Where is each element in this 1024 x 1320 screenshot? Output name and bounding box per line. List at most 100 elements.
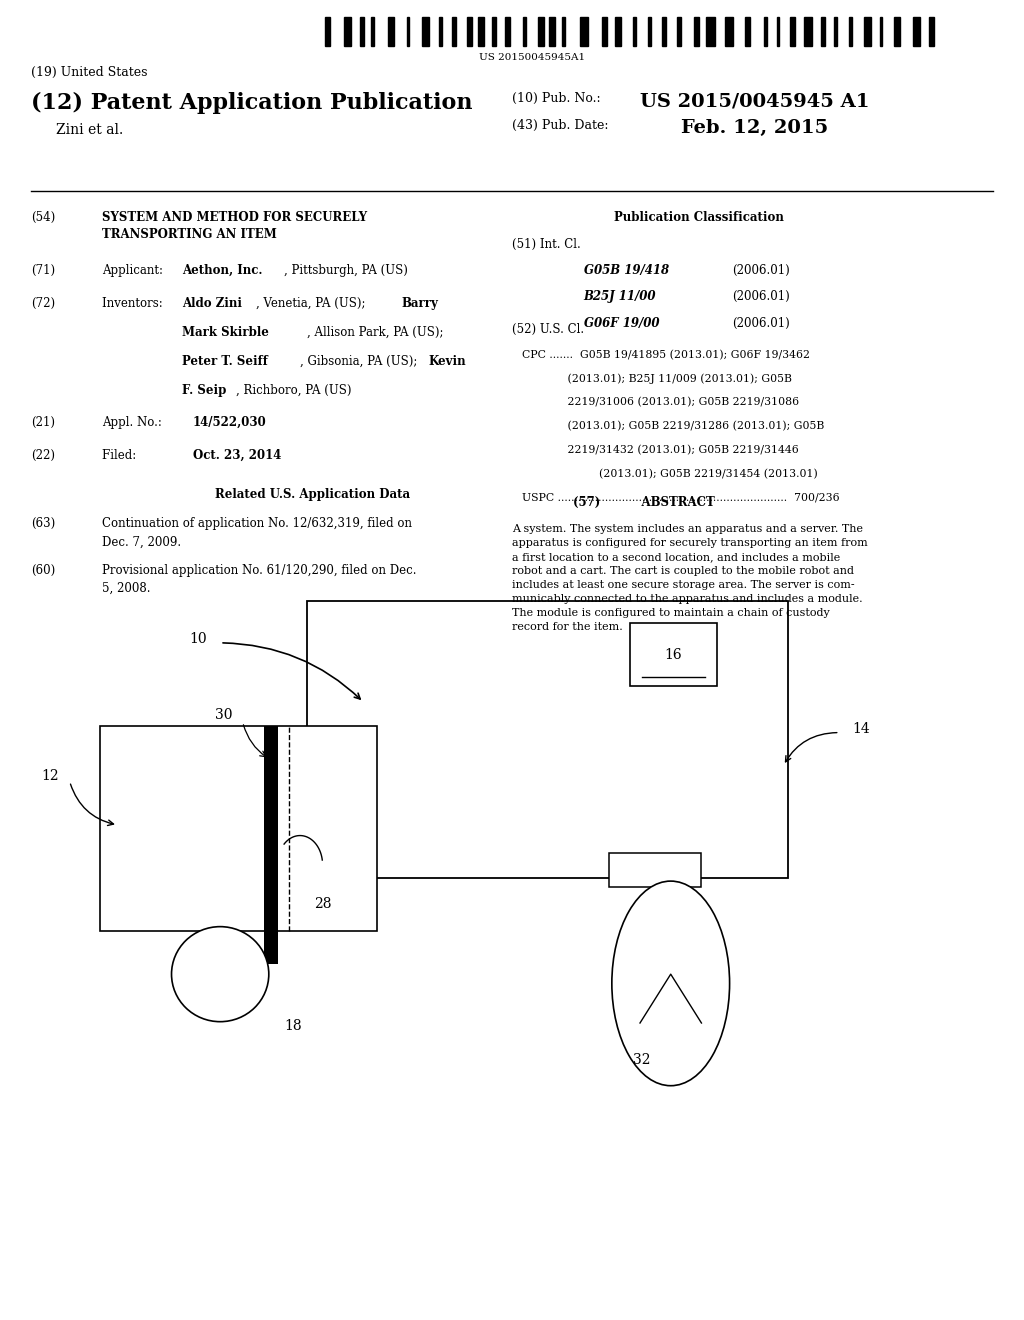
Bar <box>602 17 606 46</box>
Bar <box>912 17 920 46</box>
Text: Filed:: Filed: <box>102 449 167 462</box>
Text: CPC .......  G05B 19/41895 (2013.01); G06F 19/3462: CPC ....... G05B 19/41895 (2013.01); G06… <box>522 350 810 360</box>
Bar <box>630 623 717 686</box>
Bar <box>538 17 544 46</box>
Text: (22): (22) <box>31 449 54 462</box>
Text: F. Seip: F. Seip <box>182 384 226 397</box>
Bar <box>850 17 852 46</box>
Text: 10: 10 <box>189 632 207 645</box>
Text: , Gibsonia, PA (US);: , Gibsonia, PA (US); <box>300 355 421 368</box>
Bar <box>609 853 701 887</box>
Text: (71): (71) <box>31 264 55 277</box>
Text: , Allison Park, PA (US);: , Allison Park, PA (US); <box>307 326 443 339</box>
Text: USPC ....................................................................  700/2: USPC ...................................… <box>522 492 840 503</box>
Bar <box>344 17 351 46</box>
Text: (2006.01): (2006.01) <box>732 290 790 304</box>
Bar <box>264 726 278 964</box>
Text: G06F 19/00: G06F 19/00 <box>584 317 659 330</box>
Text: (19) United States: (19) United States <box>31 66 147 79</box>
Text: (43) Pub. Date:: (43) Pub. Date: <box>512 119 608 132</box>
Text: Inventors:: Inventors: <box>102 297 171 310</box>
Text: , Venetia, PA (US);: , Venetia, PA (US); <box>256 297 370 310</box>
Text: Zini et al.: Zini et al. <box>56 123 124 137</box>
Text: Continuation of application No. 12/632,319, filed on
Dec. 7, 2009.: Continuation of application No. 12/632,3… <box>102 517 413 548</box>
Text: Related U.S. Application Data: Related U.S. Application Data <box>215 488 411 502</box>
Bar <box>100 726 377 931</box>
Text: , Pittsburgh, PA (US): , Pittsburgh, PA (US) <box>284 264 408 277</box>
Bar <box>523 17 526 46</box>
Bar <box>648 17 651 46</box>
Text: B25J 11/00: B25J 11/00 <box>584 290 656 304</box>
Text: Publication Classification: Publication Classification <box>614 211 784 224</box>
Bar <box>776 17 779 46</box>
Text: Oct. 23, 2014: Oct. 23, 2014 <box>193 449 281 462</box>
Bar <box>562 17 565 46</box>
Ellipse shape <box>171 927 268 1022</box>
Bar <box>467 17 472 46</box>
Text: 14/522,030: 14/522,030 <box>193 416 266 429</box>
Text: (2006.01): (2006.01) <box>732 264 790 277</box>
Bar <box>834 17 837 46</box>
Bar <box>371 17 374 46</box>
Text: Feb. 12, 2015: Feb. 12, 2015 <box>681 119 828 137</box>
Text: A system. The system includes an apparatus and a server. The
apparatus is config: A system. The system includes an apparat… <box>512 524 867 632</box>
Text: US 20150045945A1: US 20150045945A1 <box>479 53 586 62</box>
Text: (2013.01); G05B 2219/31286 (2013.01); G05B: (2013.01); G05B 2219/31286 (2013.01); G0… <box>522 421 824 432</box>
Text: 12: 12 <box>41 770 58 783</box>
Text: , Richboro, PA (US): , Richboro, PA (US) <box>236 384 351 397</box>
Bar <box>805 17 812 46</box>
Bar <box>614 17 622 46</box>
Text: 14: 14 <box>852 722 869 735</box>
Text: 2219/31432 (2013.01); G05B 2219/31446: 2219/31432 (2013.01); G05B 2219/31446 <box>522 445 799 455</box>
Text: US 2015/0045945 A1: US 2015/0045945 A1 <box>640 92 869 111</box>
Bar <box>863 17 870 46</box>
Text: (63): (63) <box>31 517 55 531</box>
Text: Applicant:: Applicant: <box>102 264 171 277</box>
Text: (12) Patent Application Publication: (12) Patent Application Publication <box>31 92 472 115</box>
Bar <box>549 17 555 46</box>
Bar <box>492 17 496 46</box>
Text: (2006.01): (2006.01) <box>732 317 790 330</box>
Bar <box>307 601 788 878</box>
Text: (10) Pub. No.:: (10) Pub. No.: <box>512 92 604 106</box>
Bar <box>677 17 681 46</box>
Bar <box>821 17 825 46</box>
Text: (51) Int. Cl.: (51) Int. Cl. <box>512 238 581 251</box>
Text: 16: 16 <box>665 648 682 661</box>
Bar <box>725 17 733 46</box>
Text: (57)          ABSTRACT: (57) ABSTRACT <box>573 496 715 510</box>
Text: Mark Skirble: Mark Skirble <box>182 326 269 339</box>
Text: 28: 28 <box>314 898 332 911</box>
Text: 18: 18 <box>285 1019 302 1034</box>
Bar <box>439 17 442 46</box>
Bar <box>929 17 934 46</box>
Bar <box>790 17 795 46</box>
Bar <box>693 17 699 46</box>
Text: Barry: Barry <box>401 297 438 310</box>
Bar <box>505 17 510 46</box>
Bar <box>326 17 330 46</box>
Text: Kevin: Kevin <box>428 355 466 368</box>
Text: Provisional application No. 61/120,290, filed on Dec.
5, 2008.: Provisional application No. 61/120,290, … <box>102 564 417 594</box>
Text: 2219/31006 (2013.01); G05B 2219/31086: 2219/31006 (2013.01); G05B 2219/31086 <box>522 397 800 408</box>
Text: 30: 30 <box>215 709 232 722</box>
Text: SYSTEM AND METHOD FOR SECURELY
TRANSPORTING AN ITEM: SYSTEM AND METHOD FOR SECURELY TRANSPORT… <box>102 211 368 242</box>
Bar <box>478 17 484 46</box>
Text: Aethon, Inc.: Aethon, Inc. <box>182 264 263 277</box>
Bar <box>388 17 393 46</box>
Text: (60): (60) <box>31 564 55 577</box>
Bar <box>360 17 364 46</box>
Text: Aldo Zini: Aldo Zini <box>182 297 243 310</box>
Bar <box>707 17 715 46</box>
Bar <box>633 17 636 46</box>
Text: (54): (54) <box>31 211 55 224</box>
Bar <box>880 17 883 46</box>
Text: Peter T. Seiff: Peter T. Seiff <box>182 355 268 368</box>
Text: (52) U.S. Cl.: (52) U.S. Cl. <box>512 323 584 337</box>
Bar <box>452 17 457 46</box>
Text: 32: 32 <box>633 1053 650 1068</box>
Bar <box>407 17 410 46</box>
Text: Appl. No.:: Appl. No.: <box>102 416 170 429</box>
Text: (21): (21) <box>31 416 54 429</box>
Bar <box>764 17 767 46</box>
